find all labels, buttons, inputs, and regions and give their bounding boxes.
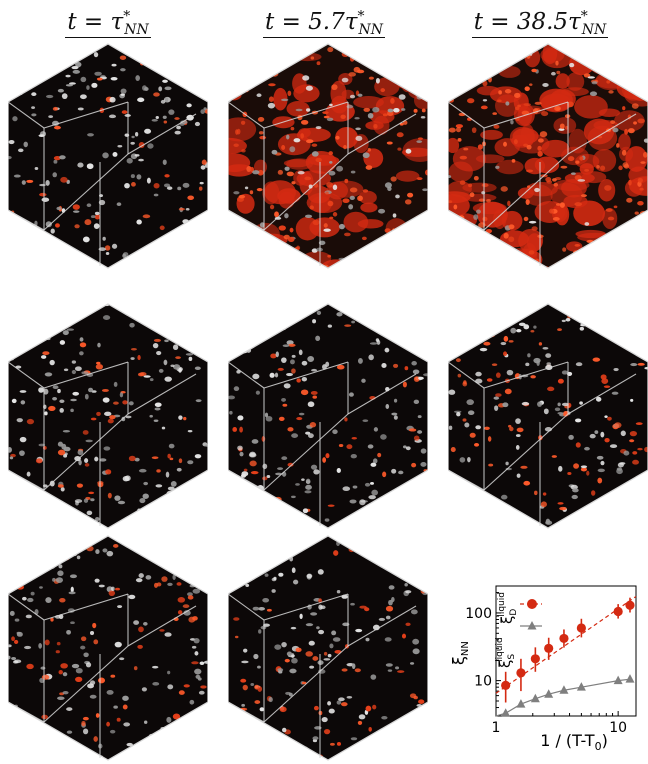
- data-point-D: [516, 668, 526, 678]
- legend-label-D: ξDliquid: [497, 592, 519, 624]
- x-tick-label: 10: [609, 720, 627, 736]
- cube-panel-r1-c1: [8, 43, 208, 269]
- column-title-1: t = τ*NN: [0, 8, 216, 38]
- data-point-D: [559, 633, 569, 644]
- data-point-S: [544, 689, 554, 698]
- cube-panel-r3-c1: [8, 535, 208, 761]
- data-point-S: [625, 674, 635, 683]
- data-point-S: [516, 699, 526, 708]
- data-point-D: [530, 654, 540, 664]
- data-point-S: [530, 693, 540, 703]
- data-point-S: [576, 682, 586, 691]
- legend-marker-D: [527, 599, 537, 609]
- data-point-D: [501, 680, 511, 690]
- column-title-2-text: t = 5.7τ*NN: [263, 8, 385, 39]
- cube-panel-r3-c2: [228, 535, 428, 761]
- y-axis-label: ξNN: [449, 641, 471, 665]
- legend-marker-S: [527, 621, 537, 630]
- y-tick-label: 10: [474, 674, 492, 690]
- column-title-2: t = 5.7τ*NN: [216, 8, 432, 38]
- column-title-3: t = 38.5τ*NN: [432, 8, 648, 38]
- x-axis-label: 1 / (T-T0): [540, 731, 608, 750]
- data-point-D: [576, 623, 586, 633]
- cube-panel-r1-c2: [228, 43, 428, 269]
- cube-panel-r2-c2: [228, 303, 428, 529]
- data-point-D: [544, 643, 554, 653]
- x-tick-label: 1: [492, 720, 501, 736]
- data-point-S: [559, 685, 569, 694]
- cube-panel-r2-c1: [8, 303, 208, 529]
- y-tick-label: 100: [465, 606, 492, 622]
- column-title-1-text: t = τ*NN: [65, 8, 151, 39]
- data-point-D: [625, 600, 635, 610]
- legend-label-S: ξSliquid: [495, 637, 517, 668]
- correlation-length-plot: 1 10 10 100 1 / (T-T0) ξNN ξDliquid ξSliquid: [449, 585, 637, 750]
- column-title-3-text: t = 38.5τ*NN: [471, 8, 609, 39]
- data-point-S: [501, 708, 511, 717]
- plot-frame: [495, 585, 637, 717]
- data-point-S: [613, 675, 623, 685]
- data-point-D: [613, 606, 623, 617]
- fit-line-S: [495, 678, 631, 717]
- cube-panel-r1-c3: [448, 43, 648, 269]
- cube-panel-r2-c3: [448, 303, 648, 529]
